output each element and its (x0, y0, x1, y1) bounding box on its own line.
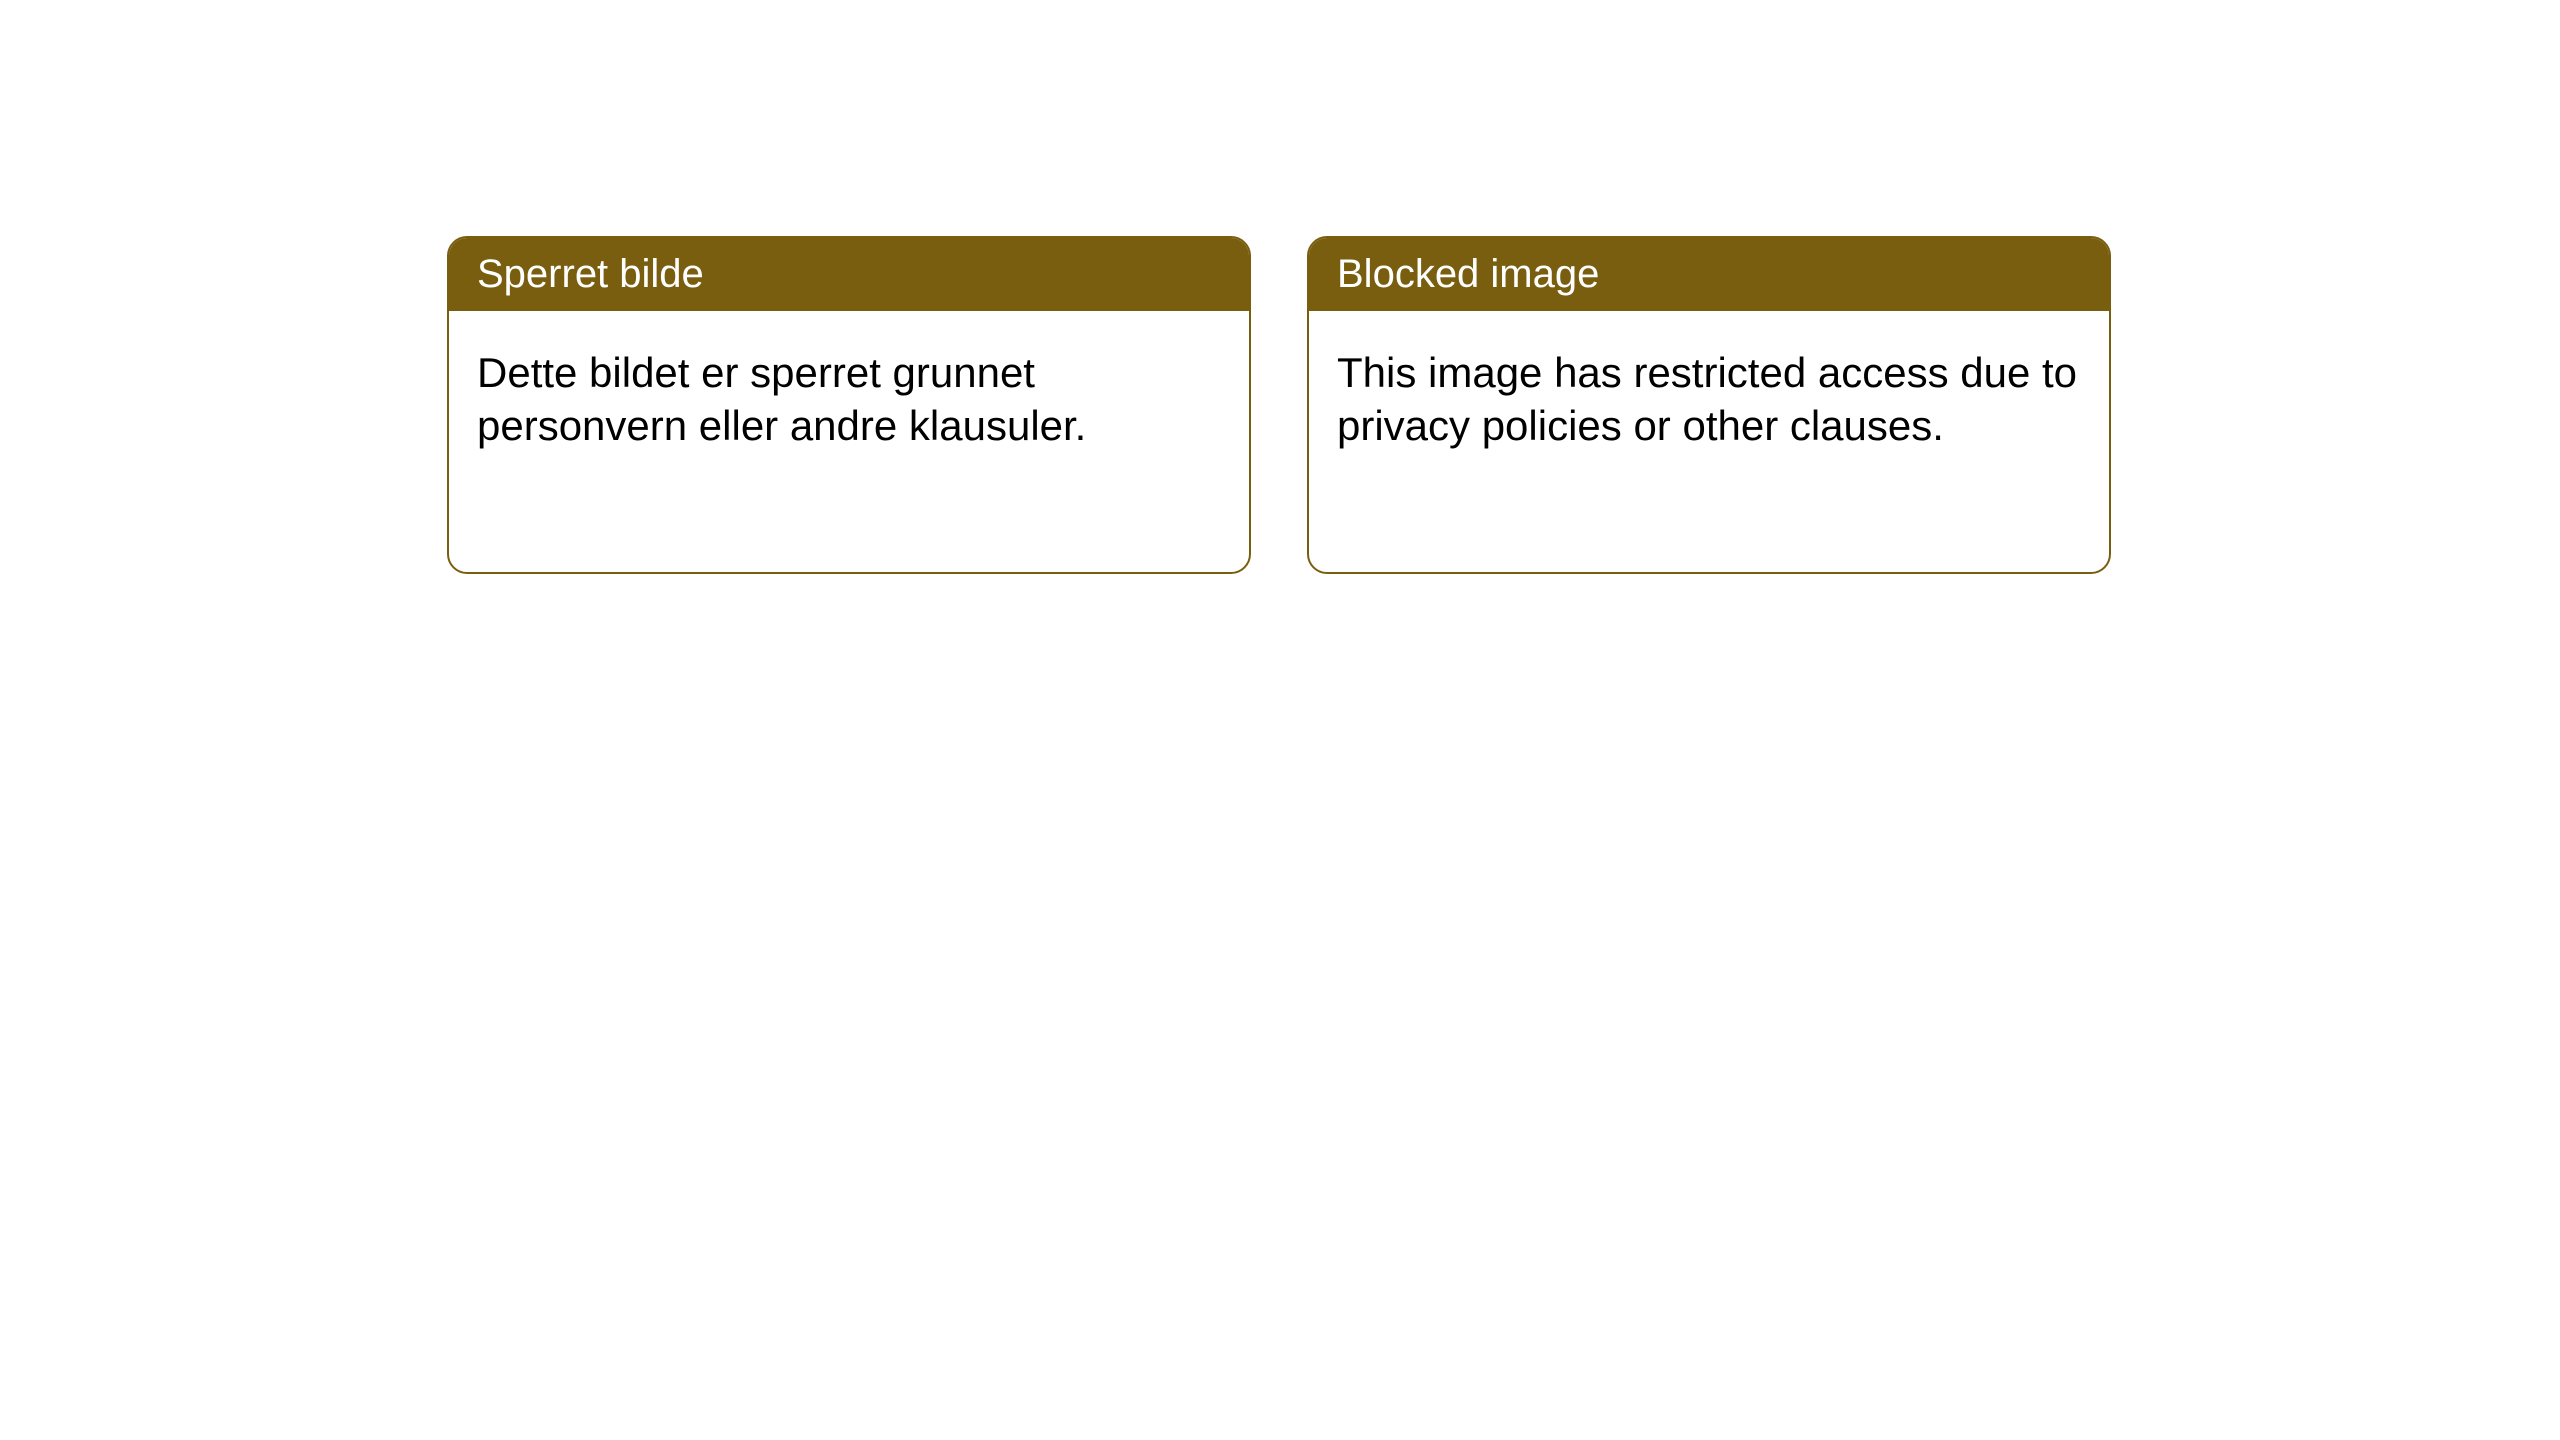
notice-card-body: Dette bildet er sperret grunnet personve… (449, 311, 1249, 488)
notice-card-header: Blocked image (1309, 238, 2109, 311)
notice-card-body: This image has restricted access due to … (1309, 311, 2109, 488)
notice-card-norwegian: Sperret bilde Dette bildet er sperret gr… (447, 236, 1251, 574)
notice-card-title: Sperret bilde (477, 252, 704, 296)
notice-card-text: Dette bildet er sperret grunnet personve… (477, 349, 1086, 449)
notice-card-english: Blocked image This image has restricted … (1307, 236, 2111, 574)
notice-card-header: Sperret bilde (449, 238, 1249, 311)
notice-card-title: Blocked image (1337, 252, 1599, 296)
notice-card-text: This image has restricted access due to … (1337, 349, 2077, 449)
notice-cards-container: Sperret bilde Dette bildet er sperret gr… (447, 236, 2111, 574)
